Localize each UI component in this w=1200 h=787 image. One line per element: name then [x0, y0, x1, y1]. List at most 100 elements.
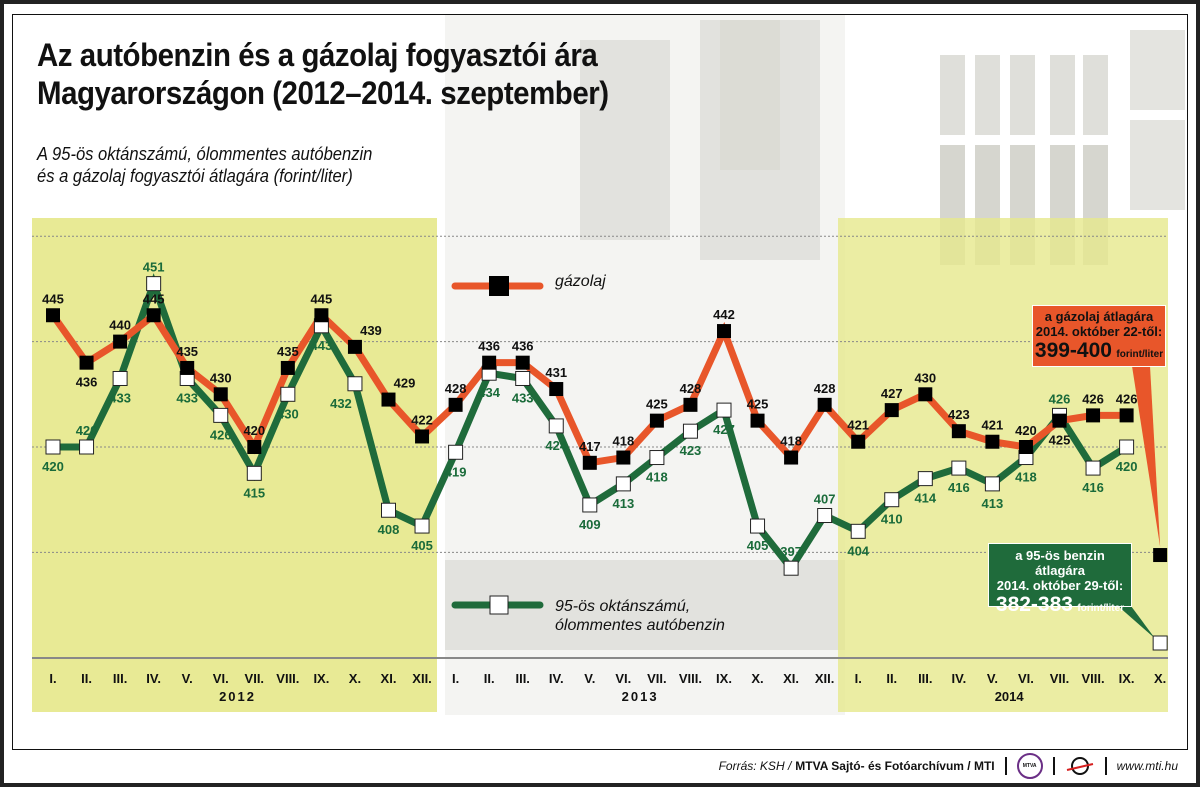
- diesel-data-label: 426: [1082, 391, 1104, 406]
- petrol-data-label: 405: [411, 538, 433, 553]
- x-tick-label: V.: [584, 671, 595, 686]
- x-tick-label: VI.: [213, 671, 229, 686]
- callout-diesel-value: 399-400: [1034, 339, 1112, 362]
- petrol-data-label: 451: [143, 260, 165, 275]
- petrol-marker: [984, 476, 1000, 492]
- petrol-data-label: 423: [680, 443, 702, 458]
- diesel-october-marker: [1153, 548, 1168, 563]
- callout-diesel-unit: forint/liter: [1116, 349, 1164, 360]
- diesel-data-label: 430: [914, 370, 936, 385]
- diesel-data-label: 445: [311, 291, 333, 306]
- petrol-marker: [649, 450, 665, 466]
- website-link[interactable]: www.mti.hu: [1116, 759, 1178, 773]
- footer: Forrás: KSH / MTVA Sajtó- és Fotóarchívu…: [719, 753, 1178, 779]
- petrol-marker: [246, 465, 262, 481]
- diesel-data-label: 436: [76, 375, 98, 390]
- diesel-marker: [851, 434, 866, 449]
- petrol-price-callout: a 95-ös benzin átlagára 2014. október 29…: [988, 543, 1132, 616]
- diesel-data-label: 423: [948, 407, 970, 422]
- page-title: Az autóbenzin és a gázolaj fogyasztói ár…: [37, 36, 609, 112]
- x-tick-label: III.: [515, 671, 529, 686]
- petrol-data-label: 420: [42, 459, 64, 474]
- diesel-marker: [549, 382, 564, 397]
- diesel-marker: [515, 355, 530, 370]
- petrol-data-label: 419: [445, 464, 467, 479]
- x-tick-label: V.: [987, 671, 998, 686]
- diesel-marker: [784, 450, 799, 465]
- petrol-marker: [951, 460, 967, 476]
- diesel-marker: [247, 440, 262, 454]
- source-name: MTVA Sajtó- és Fotóarchívum / MTI: [795, 759, 995, 773]
- title-line-1: Az autóbenzin és a gázolaj fogyasztói ár…: [37, 37, 598, 73]
- petrol-data-label: 433: [176, 390, 198, 405]
- diesel-data-label: 442: [713, 307, 735, 322]
- petrol-marker: [783, 560, 799, 576]
- x-tick-label: VII.: [245, 671, 265, 686]
- x-tick-label: I.: [855, 671, 862, 686]
- callout-petrol-line-1: a 95-ös benzin átlagára: [1015, 548, 1105, 578]
- petrol-marker: [1085, 460, 1101, 476]
- diesel-marker: [884, 403, 899, 418]
- diesel-marker: [1018, 440, 1033, 454]
- petrol-data-label: 409: [579, 517, 601, 532]
- separator: [1004, 757, 1007, 775]
- x-tick-label: X.: [751, 671, 763, 686]
- infographic-frame: [12, 14, 1188, 750]
- petrol-data-label: 420: [1116, 459, 1138, 474]
- petrol-marker: [213, 407, 229, 423]
- diesel-data-label: 425: [646, 397, 668, 412]
- diesel-data-label: 440: [109, 318, 131, 333]
- petrol-data-label: 420: [76, 423, 98, 438]
- legend-petrol-line-2: ólommentes autóbenzin: [555, 617, 725, 634]
- petrol-marker: [817, 508, 833, 524]
- diesel-data-label: 422: [411, 412, 433, 427]
- diesel-marker: [750, 413, 765, 428]
- diesel-marker: [1119, 408, 1134, 423]
- x-tick-label: IV.: [951, 671, 966, 686]
- diesel-marker: [817, 397, 832, 412]
- petrol-data-label: 407: [814, 492, 836, 507]
- diesel-data-label: 427: [881, 386, 903, 401]
- petrol-marker: [448, 444, 464, 460]
- x-tick-label: II.: [81, 671, 92, 686]
- diesel-marker: [347, 339, 362, 354]
- petrol-marker: [582, 497, 598, 513]
- diesel-data-label: 421: [982, 418, 1004, 433]
- subtitle: A 95-ös oktánszámú, ólommentes autóbenzi…: [37, 143, 372, 187]
- petrol-marker: [45, 439, 61, 455]
- legend-diesel-marker: [489, 276, 509, 296]
- petrol-marker: [381, 502, 396, 518]
- x-tick-label: IX.: [313, 671, 329, 686]
- diesel-marker: [985, 434, 1000, 449]
- petrol-marker: [917, 471, 933, 487]
- petrol-data-label: 426: [1049, 391, 1071, 406]
- diesel-data-label: 436: [478, 339, 500, 354]
- petrol-data-label: 432: [330, 396, 352, 411]
- x-tick-label: VIII.: [1081, 671, 1104, 686]
- petrol-marker: [146, 276, 162, 292]
- petrol-data-label: 408: [378, 522, 400, 537]
- x-tick-label: I.: [452, 671, 459, 686]
- diesel-marker: [918, 387, 933, 402]
- x-tick-label: VI.: [1018, 671, 1034, 686]
- diesel-data-label: 428: [445, 381, 467, 396]
- petrol-data-label: 434: [478, 385, 500, 400]
- diesel-marker: [46, 308, 60, 323]
- legend-diesel-label: gázolaj: [555, 273, 606, 290]
- legend-petrol-marker: [489, 595, 509, 615]
- subtitle-line-2: és a gázolaj fogyasztói átlagára (forint…: [37, 166, 353, 186]
- diesel-marker: [314, 308, 329, 323]
- x-tick-label: IV.: [549, 671, 564, 686]
- petrol-data-label: 413: [982, 496, 1004, 511]
- callout-petrol-unit: forint/liter: [1077, 603, 1125, 614]
- diesel-data-label: 445: [42, 291, 64, 306]
- diesel-marker: [280, 360, 295, 375]
- diesel-data-label: 425: [1049, 433, 1071, 448]
- petrol-data-label: 443: [311, 338, 333, 353]
- diesel-marker: [213, 387, 228, 402]
- callout-diesel-line-2: 2014. október 22-től:: [1035, 324, 1163, 339]
- diesel-marker: [146, 308, 161, 323]
- x-tick-label: XII.: [412, 671, 432, 686]
- diesel-marker: [683, 397, 698, 412]
